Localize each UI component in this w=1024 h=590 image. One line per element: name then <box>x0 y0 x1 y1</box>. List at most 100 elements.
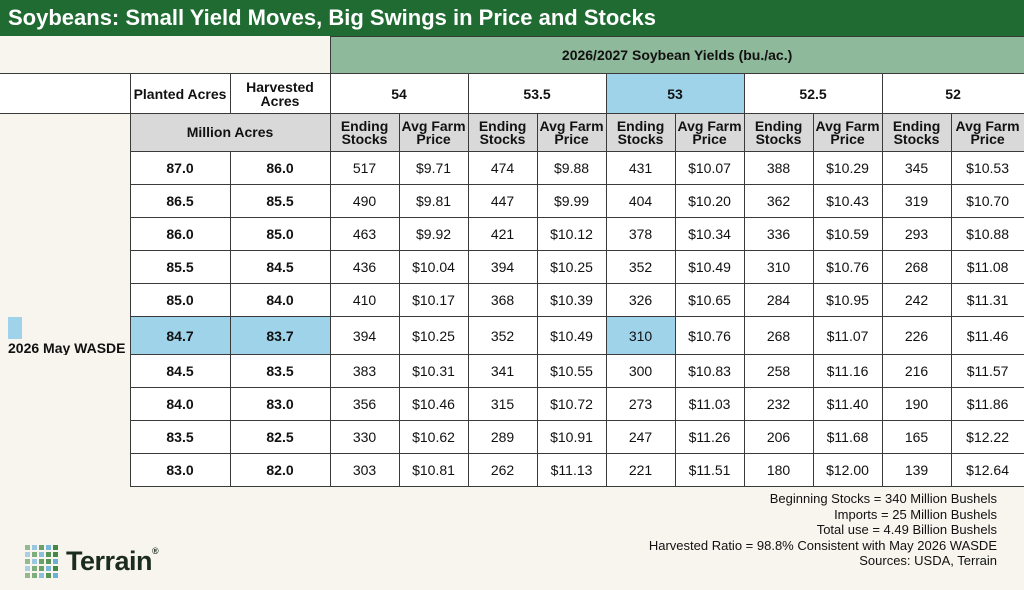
ending-stocks-cell: 289 <box>467 420 538 455</box>
legend-label: 2026 May WASDE <box>8 339 126 355</box>
ending-stocks-cell: 273 <box>605 387 676 422</box>
ending-stocks-cell: 300 <box>605 354 676 389</box>
avg-farm-price-header: Avg Farm Price <box>812 113 883 152</box>
ending-stocks-cell: 388 <box>743 151 814 185</box>
avg-farm-price-cell: $10.76 <box>674 315 745 356</box>
ending-stocks-cell: 319 <box>881 184 952 218</box>
ending-stocks-header: Ending Stocks <box>743 113 814 152</box>
planted-acres-cell: 86.5 <box>129 184 231 218</box>
ending-stocks-cell: 310 <box>605 315 676 356</box>
planted-acres-cell: 87.0 <box>129 151 231 185</box>
ending-stocks-cell: 378 <box>605 217 676 251</box>
ending-stocks-cell: 341 <box>467 354 538 389</box>
logo-dots-icon <box>25 544 58 578</box>
avg-farm-price-cell: $12.22 <box>950 420 1024 455</box>
ending-stocks-cell: 404 <box>605 184 676 218</box>
table-row: 84.5 83.5 383 $10.31 341 $10.55 300 $10.83 258 $1… <box>0 354 1024 389</box>
ending-stocks-cell: 216 <box>881 354 952 389</box>
footnotes: Beginning Stocks = 340 Million Bushels Im… <box>649 491 997 569</box>
ending-stocks-cell: 180 <box>743 453 814 488</box>
ending-stocks-cell: 190 <box>881 387 952 422</box>
ending-stocks-cell: 221 <box>605 453 676 488</box>
avg-farm-price-cell: $11.26 <box>674 420 745 455</box>
avg-farm-price-cell: $10.95 <box>812 283 883 317</box>
avg-farm-price-cell: $10.59 <box>812 217 883 251</box>
table-row: 85.5 84.5 436 $10.04 394 $10.25 352 $10.49 310 $1… <box>0 250 1024 284</box>
avg-farm-price-cell: $10.39 <box>536 283 607 317</box>
harvested-acres-header: Harvested Acres <box>229 73 331 114</box>
footnote-line: Harvested Ratio = 98.8% Consistent with … <box>648 537 997 553</box>
ending-stocks-cell: 336 <box>743 217 814 251</box>
ending-stocks-cell: 352 <box>605 250 676 284</box>
harvested-acres-cell: 85.5 <box>229 184 331 218</box>
footnote-line: Imports = 25 Million Bushels <box>834 506 997 522</box>
harvested-acres-cell: 84.5 <box>229 250 331 284</box>
avg-farm-price-cell: $10.43 <box>812 184 883 218</box>
avg-farm-price-header: Avg Farm Price <box>950 113 1024 152</box>
avg-farm-price-cell: $10.31 <box>398 354 469 389</box>
blank-cell <box>0 73 131 114</box>
planted-acres-cell: 84.5 <box>129 354 231 389</box>
avg-farm-price-cell: $10.88 <box>950 217 1024 251</box>
ending-stocks-cell: 330 <box>329 420 400 455</box>
avg-farm-price-cell: $10.53 <box>950 151 1024 185</box>
avg-farm-price-cell: $10.55 <box>536 354 607 389</box>
ending-stocks-cell: 206 <box>743 420 814 455</box>
ending-stocks-cell: 303 <box>329 453 400 488</box>
avg-farm-price-cell: $10.20 <box>674 184 745 218</box>
ending-stocks-cell: 436 <box>329 250 400 284</box>
planted-acres-cell: 85.5 <box>129 250 231 284</box>
planted-acres-cell: 83.5 <box>129 420 231 455</box>
table-row: 83.0 82.0 303 $10.81 262 $11.13 221 $11.51 180 $1… <box>0 453 1024 488</box>
avg-farm-price-cell: $9.71 <box>398 151 469 185</box>
avg-farm-price-cell: $11.40 <box>812 387 883 422</box>
ending-stocks-cell: 326 <box>605 283 676 317</box>
ending-stocks-cell: 517 <box>329 151 400 185</box>
ending-stocks-cell: 352 <box>467 315 538 356</box>
avg-farm-price-cell: $10.29 <box>812 151 883 185</box>
harvested-acres-cell: 86.0 <box>229 151 331 185</box>
ending-stocks-cell: 356 <box>329 387 400 422</box>
avg-farm-price-cell: $10.25 <box>536 250 607 284</box>
ending-stocks-cell: 447 <box>467 184 538 218</box>
avg-farm-price-cell: $10.65 <box>674 283 745 317</box>
harvested-acres-cell: 83.0 <box>229 387 331 422</box>
harvested-acres-cell: 82.0 <box>229 453 331 488</box>
yield-col-header: 54 <box>329 73 469 114</box>
avg-farm-price-header: Avg Farm Price <box>536 113 607 152</box>
avg-farm-price-cell: $11.07 <box>812 315 883 356</box>
blank-cell <box>0 251 130 284</box>
avg-farm-price-cell: $10.81 <box>398 453 469 488</box>
ending-stocks-cell: 421 <box>467 217 538 251</box>
avg-farm-price-cell: $10.70 <box>950 184 1024 218</box>
ending-stocks-cell: 165 <box>881 420 952 455</box>
ending-stocks-cell: 247 <box>605 420 676 455</box>
avg-farm-price-cell: $11.86 <box>950 387 1024 422</box>
planted-acres-header: Planted Acres <box>129 73 231 114</box>
avg-farm-price-cell: $11.46 <box>950 315 1024 356</box>
table-row: 85.0 84.0 410 $10.17 368 $10.39 326 $10.65 284 $1… <box>0 283 1024 317</box>
avg-farm-price-cell: $10.83 <box>674 354 745 389</box>
harvested-acres-cell: 83.7 <box>229 315 331 356</box>
ending-stocks-header: Ending Stocks <box>467 113 538 152</box>
avg-farm-price-cell: $10.76 <box>812 250 883 284</box>
avg-farm-price-cell: $10.49 <box>674 250 745 284</box>
harvested-acres-cell: 82.5 <box>229 420 331 455</box>
avg-farm-price-cell: $11.31 <box>950 283 1024 317</box>
avg-farm-price-cell: $12.64 <box>950 453 1024 488</box>
avg-farm-price-cell: $12.00 <box>812 453 883 488</box>
yield-col-header: 53 <box>605 73 745 114</box>
ending-stocks-cell: 268 <box>743 315 814 356</box>
avg-farm-price-cell: $10.46 <box>398 387 469 422</box>
table-row: 86.0 85.0 463 $9.92 421 $10.12 378 $10.34 336 $10… <box>0 217 1024 251</box>
planted-acres-cell: 83.0 <box>129 453 231 488</box>
ending-stocks-cell: 345 <box>881 151 952 185</box>
avg-farm-price-cell: $11.03 <box>674 387 745 422</box>
yield-col-header: 52.5 <box>743 73 883 114</box>
blank-cell <box>0 454 130 487</box>
ending-stocks-cell: 139 <box>881 453 952 488</box>
avg-farm-price-cell: $10.12 <box>536 217 607 251</box>
blank-cell <box>0 114 130 152</box>
blank-cell <box>0 284 130 317</box>
blank-header-cell <box>0 37 330 74</box>
